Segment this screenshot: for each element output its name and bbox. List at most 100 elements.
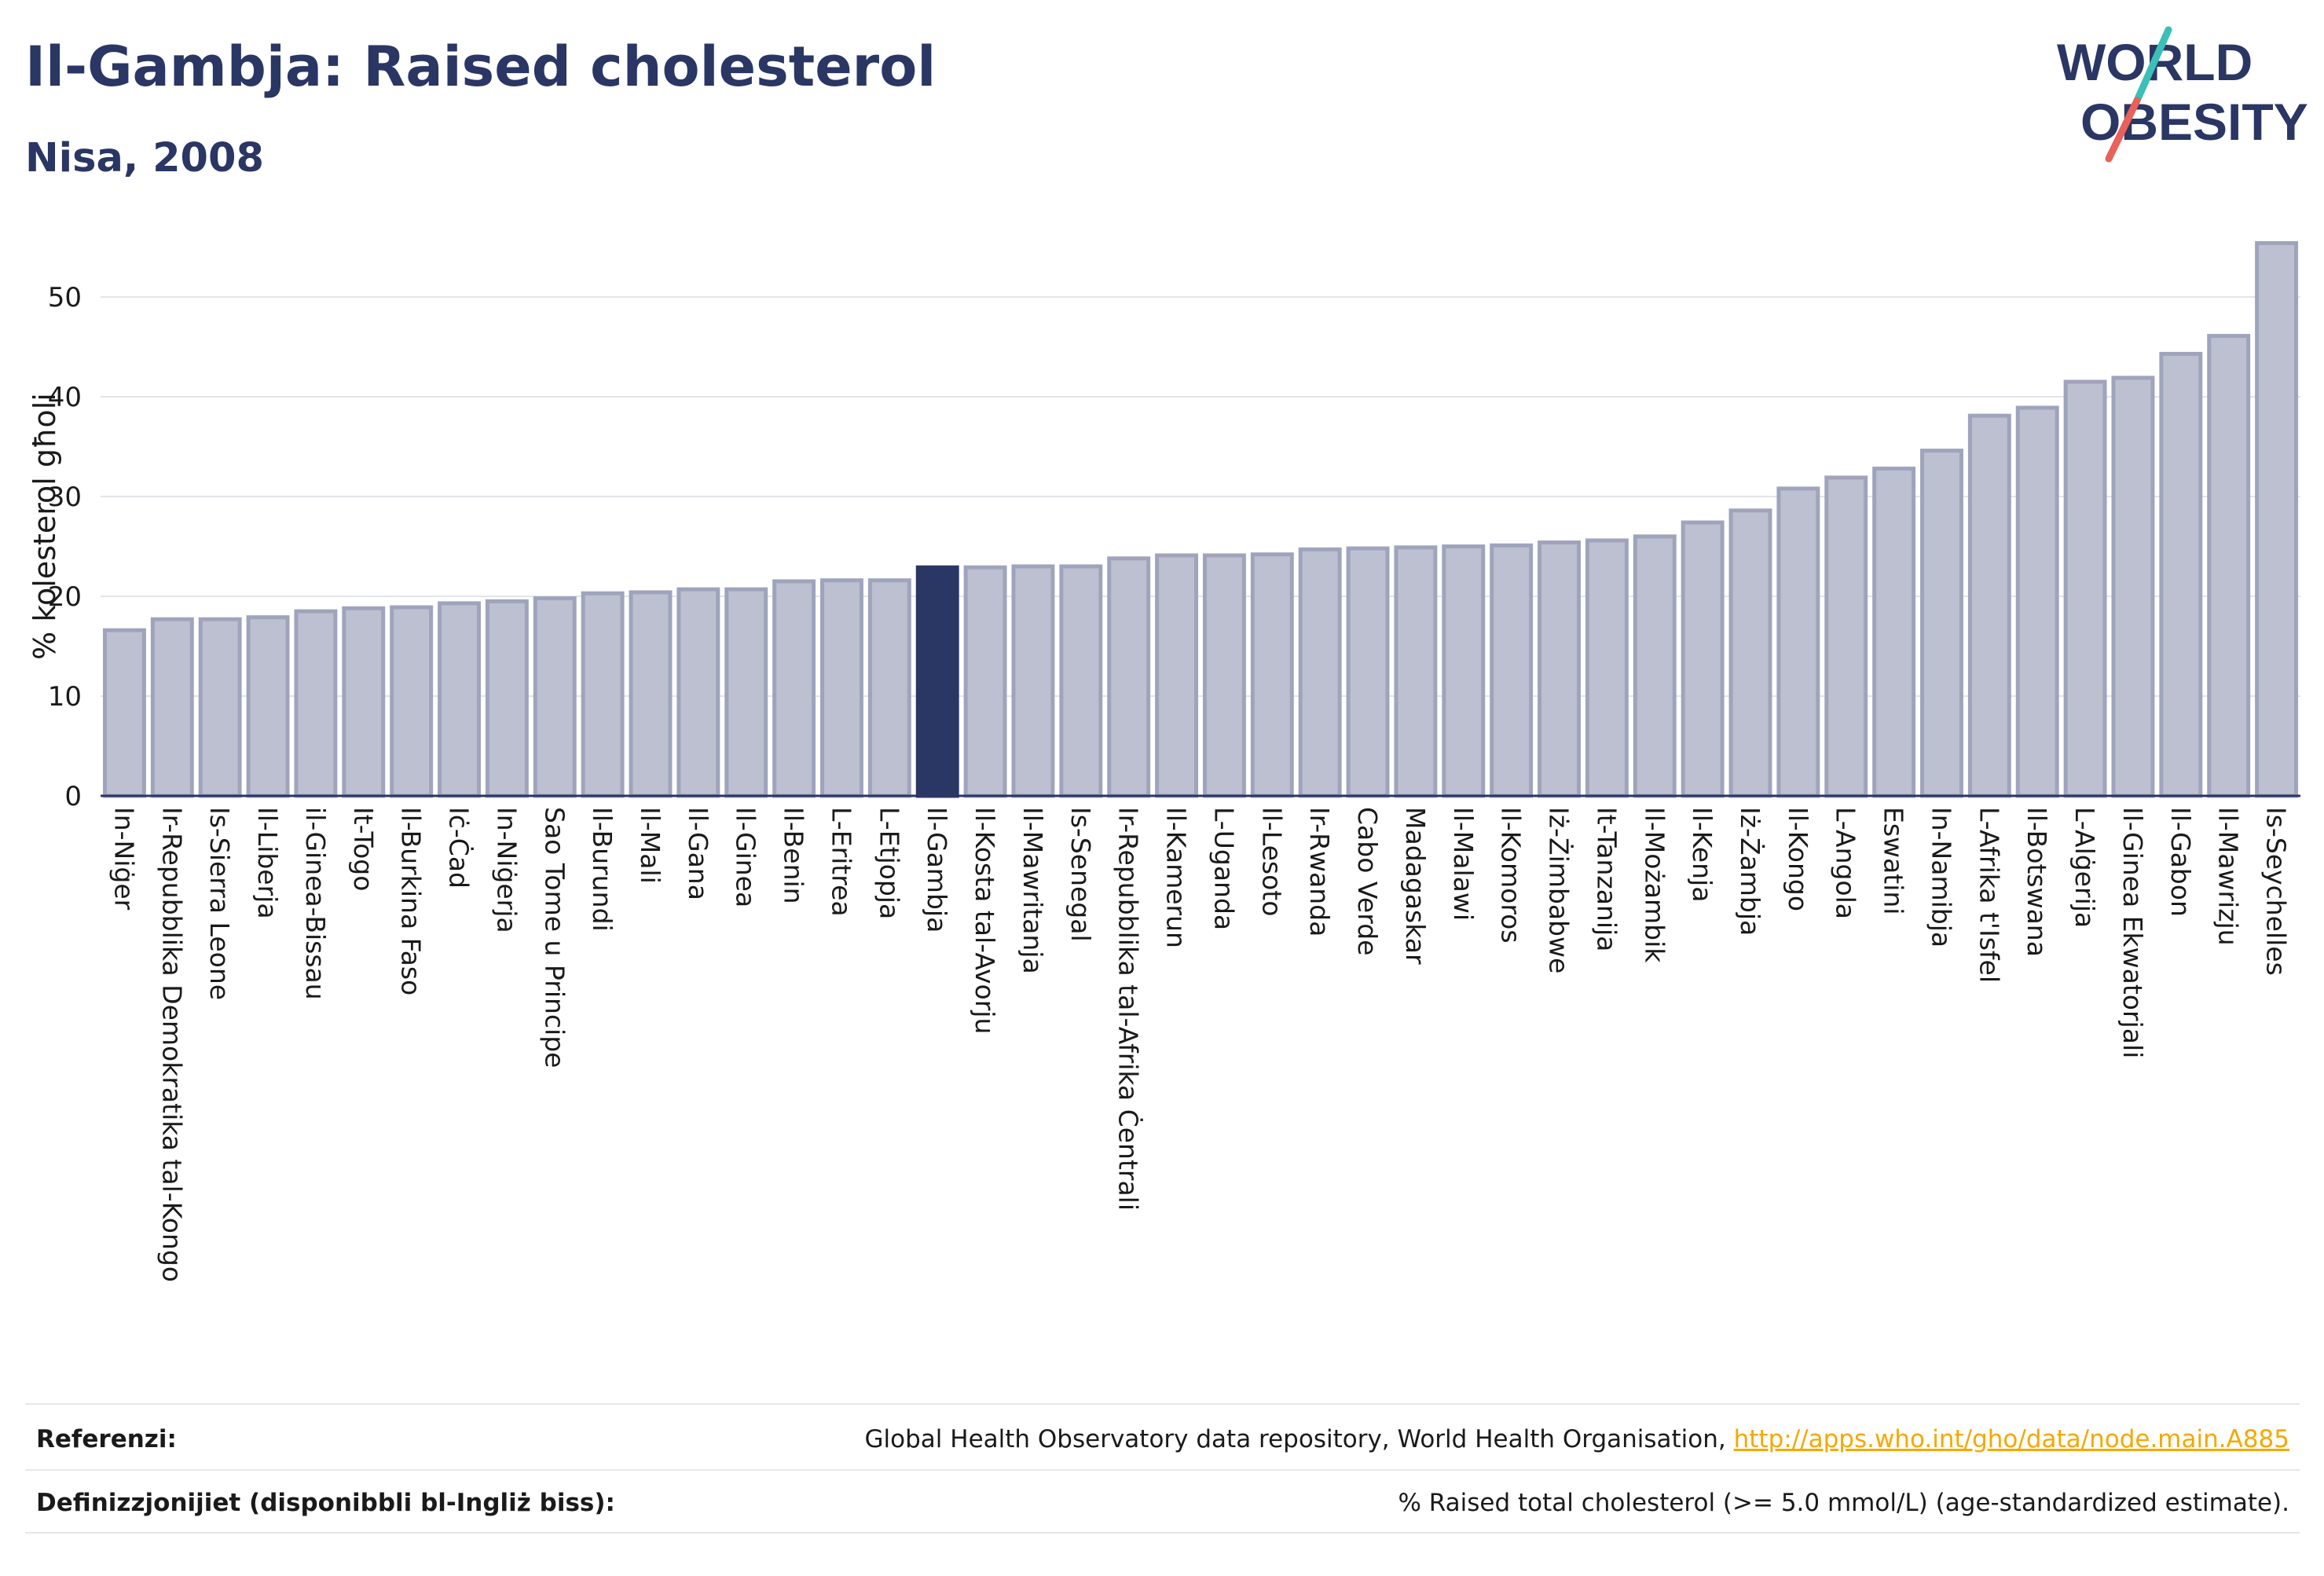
logo-slash-coral bbox=[2105, 97, 2141, 163]
bar[interactable] bbox=[1633, 534, 1677, 798]
bar[interactable] bbox=[1059, 564, 1103, 798]
x-tick-label: Eswatini bbox=[1879, 807, 1909, 914]
x-tick-label: Il-Kamerun bbox=[1161, 807, 1192, 948]
x-tick-label: In-Namibja bbox=[1926, 807, 1956, 947]
page-subtitle: Nisa, 2008 bbox=[25, 135, 265, 181]
bar[interactable] bbox=[2207, 334, 2251, 798]
x-tick-label: Iż-Żambja bbox=[1735, 807, 1765, 936]
x-tick-label: Is-Senegal bbox=[1065, 807, 1096, 942]
bar[interactable] bbox=[1298, 547, 1342, 798]
bar[interactable] bbox=[1538, 540, 1581, 798]
bar[interactable] bbox=[246, 615, 290, 798]
bar[interactable] bbox=[102, 628, 146, 798]
bar[interactable] bbox=[1202, 553, 1246, 798]
bar[interactable] bbox=[1490, 543, 1534, 798]
bar[interactable] bbox=[1872, 466, 1916, 798]
x-tick-label: Il-Kongo bbox=[1783, 807, 1813, 911]
y-axis-label: % kolesterol għoli bbox=[27, 393, 62, 660]
bar[interactable] bbox=[1442, 544, 1486, 798]
bar[interactable] bbox=[1155, 553, 1199, 798]
x-tick-label: Il-Ginea Ekwatorjali bbox=[2117, 807, 2148, 1058]
bar[interactable] bbox=[1967, 413, 2011, 798]
bar[interactable] bbox=[629, 590, 673, 798]
x-tick-label: Il-Kosta tal-Avorju bbox=[970, 807, 1000, 1034]
y-tick-label: 30 bbox=[48, 482, 82, 513]
bar[interactable] bbox=[1011, 564, 1055, 798]
bar[interactable] bbox=[2063, 379, 2107, 798]
bar[interactable] bbox=[485, 599, 529, 798]
x-tick-label: L-Eritrea bbox=[826, 807, 856, 917]
y-tick-label: 10 bbox=[48, 681, 82, 713]
bar[interactable] bbox=[342, 606, 386, 798]
bar[interactable] bbox=[294, 609, 338, 798]
references-value: Global Health Observatory data repositor… bbox=[865, 1425, 2289, 1453]
logo-slash-teal bbox=[2133, 26, 2172, 104]
x-tick-label: Madagaskar bbox=[1400, 807, 1431, 965]
y-tick-label: 50 bbox=[48, 282, 82, 313]
x-tick-label: Ir-Rwanda bbox=[1304, 807, 1335, 936]
world-obesity-logo: WORLD OBESITY bbox=[2057, 26, 2308, 163]
x-tick-label: Il-Burundi bbox=[587, 807, 618, 932]
bar[interactable] bbox=[1681, 520, 1725, 798]
references-label: Referenzi: bbox=[36, 1425, 177, 1453]
bar[interactable] bbox=[867, 578, 911, 798]
bar[interactable] bbox=[724, 587, 768, 798]
x-tick-label: Is-Seychelles bbox=[2261, 807, 2292, 976]
bar[interactable] bbox=[1107, 556, 1151, 798]
x-tick-label: Il-Benin bbox=[779, 807, 809, 904]
bar[interactable] bbox=[963, 565, 1007, 798]
x-tick-label: Il-Gambja bbox=[922, 807, 952, 933]
x-tick-label: Il-Mali bbox=[635, 807, 665, 884]
bar[interactable] bbox=[1728, 508, 1772, 798]
x-tick-label: In-Niġerja bbox=[491, 807, 522, 933]
bar[interactable] bbox=[533, 596, 577, 798]
x-tick-label: Sao Tome u Principe bbox=[539, 807, 570, 1068]
bar[interactable] bbox=[198, 617, 242, 798]
x-tick-label: Il-Możambik bbox=[1639, 807, 1670, 963]
bar[interactable] bbox=[676, 587, 720, 798]
y-tick-label: 20 bbox=[48, 581, 82, 613]
x-tick-label: Il-Mawrizju bbox=[2213, 807, 2244, 946]
bar[interactable] bbox=[581, 591, 625, 798]
x-tick-label: Il-Lesoto bbox=[1256, 807, 1287, 916]
footer-divider-top bbox=[25, 1403, 2300, 1405]
bar[interactable] bbox=[772, 579, 816, 798]
bar[interactable] bbox=[1585, 538, 1629, 798]
bar[interactable] bbox=[1824, 475, 1868, 798]
bar[interactable] bbox=[1920, 449, 1963, 798]
bar[interactable] bbox=[2255, 240, 2299, 798]
x-tick-label: Cabo Verde bbox=[1352, 807, 1383, 955]
x-tick-label: Il-Gabon bbox=[2165, 807, 2196, 917]
references-link[interactable]: http://apps.who.int/gho/data/node.main.A… bbox=[1733, 1425, 2289, 1453]
bar[interactable] bbox=[438, 601, 481, 798]
y-tick-label: 0 bbox=[64, 781, 82, 812]
x-tick-label: Ir-Repubblika Demokratika tal-Kongo bbox=[156, 807, 187, 1282]
x-tick-label: L-Uganda bbox=[1208, 807, 1239, 930]
x-tick-label: L-Angola bbox=[1831, 807, 1861, 919]
bar[interactable] bbox=[820, 578, 863, 798]
x-tick-label: Il-Mawritanja bbox=[1017, 807, 1048, 974]
bars bbox=[102, 240, 2299, 798]
page-title: Il-Gambja: Raised cholesterol bbox=[25, 35, 937, 99]
bar[interactable] bbox=[1394, 545, 1438, 798]
bar[interactable] bbox=[390, 605, 434, 798]
x-tick-label: Il-Komoros bbox=[1496, 807, 1527, 944]
x-tick-label: Il-Burkina Faso bbox=[396, 807, 427, 995]
bar-highlighted[interactable] bbox=[915, 565, 959, 798]
bar[interactable] bbox=[2111, 376, 2155, 798]
x-tick-label: Il-Botswana bbox=[2022, 807, 2052, 957]
bar[interactable] bbox=[1250, 552, 1294, 798]
x-tick-label: Il-Liberja bbox=[252, 807, 283, 919]
x-tick-label: il-Ginea-Bissau bbox=[300, 807, 331, 1000]
x-tick-label: Il-Kenja bbox=[1687, 807, 1717, 902]
references-text: Global Health Observatory data repositor… bbox=[864, 1425, 1734, 1453]
x-tick-label: In-Niġer bbox=[108, 807, 139, 911]
x-tick-label: Il-Ginea bbox=[731, 807, 761, 907]
definitions-value: % Raised total cholesterol (>= 5.0 mmol/… bbox=[1398, 1489, 2289, 1517]
bar[interactable] bbox=[2159, 351, 2203, 798]
bar[interactable] bbox=[1346, 546, 1390, 798]
x-tick-label: Ir-Repubblika tal-Afrika Ċentrali bbox=[1113, 807, 1145, 1211]
bar[interactable] bbox=[1776, 486, 1820, 798]
bar[interactable] bbox=[150, 617, 194, 798]
bar[interactable] bbox=[2015, 405, 2059, 798]
